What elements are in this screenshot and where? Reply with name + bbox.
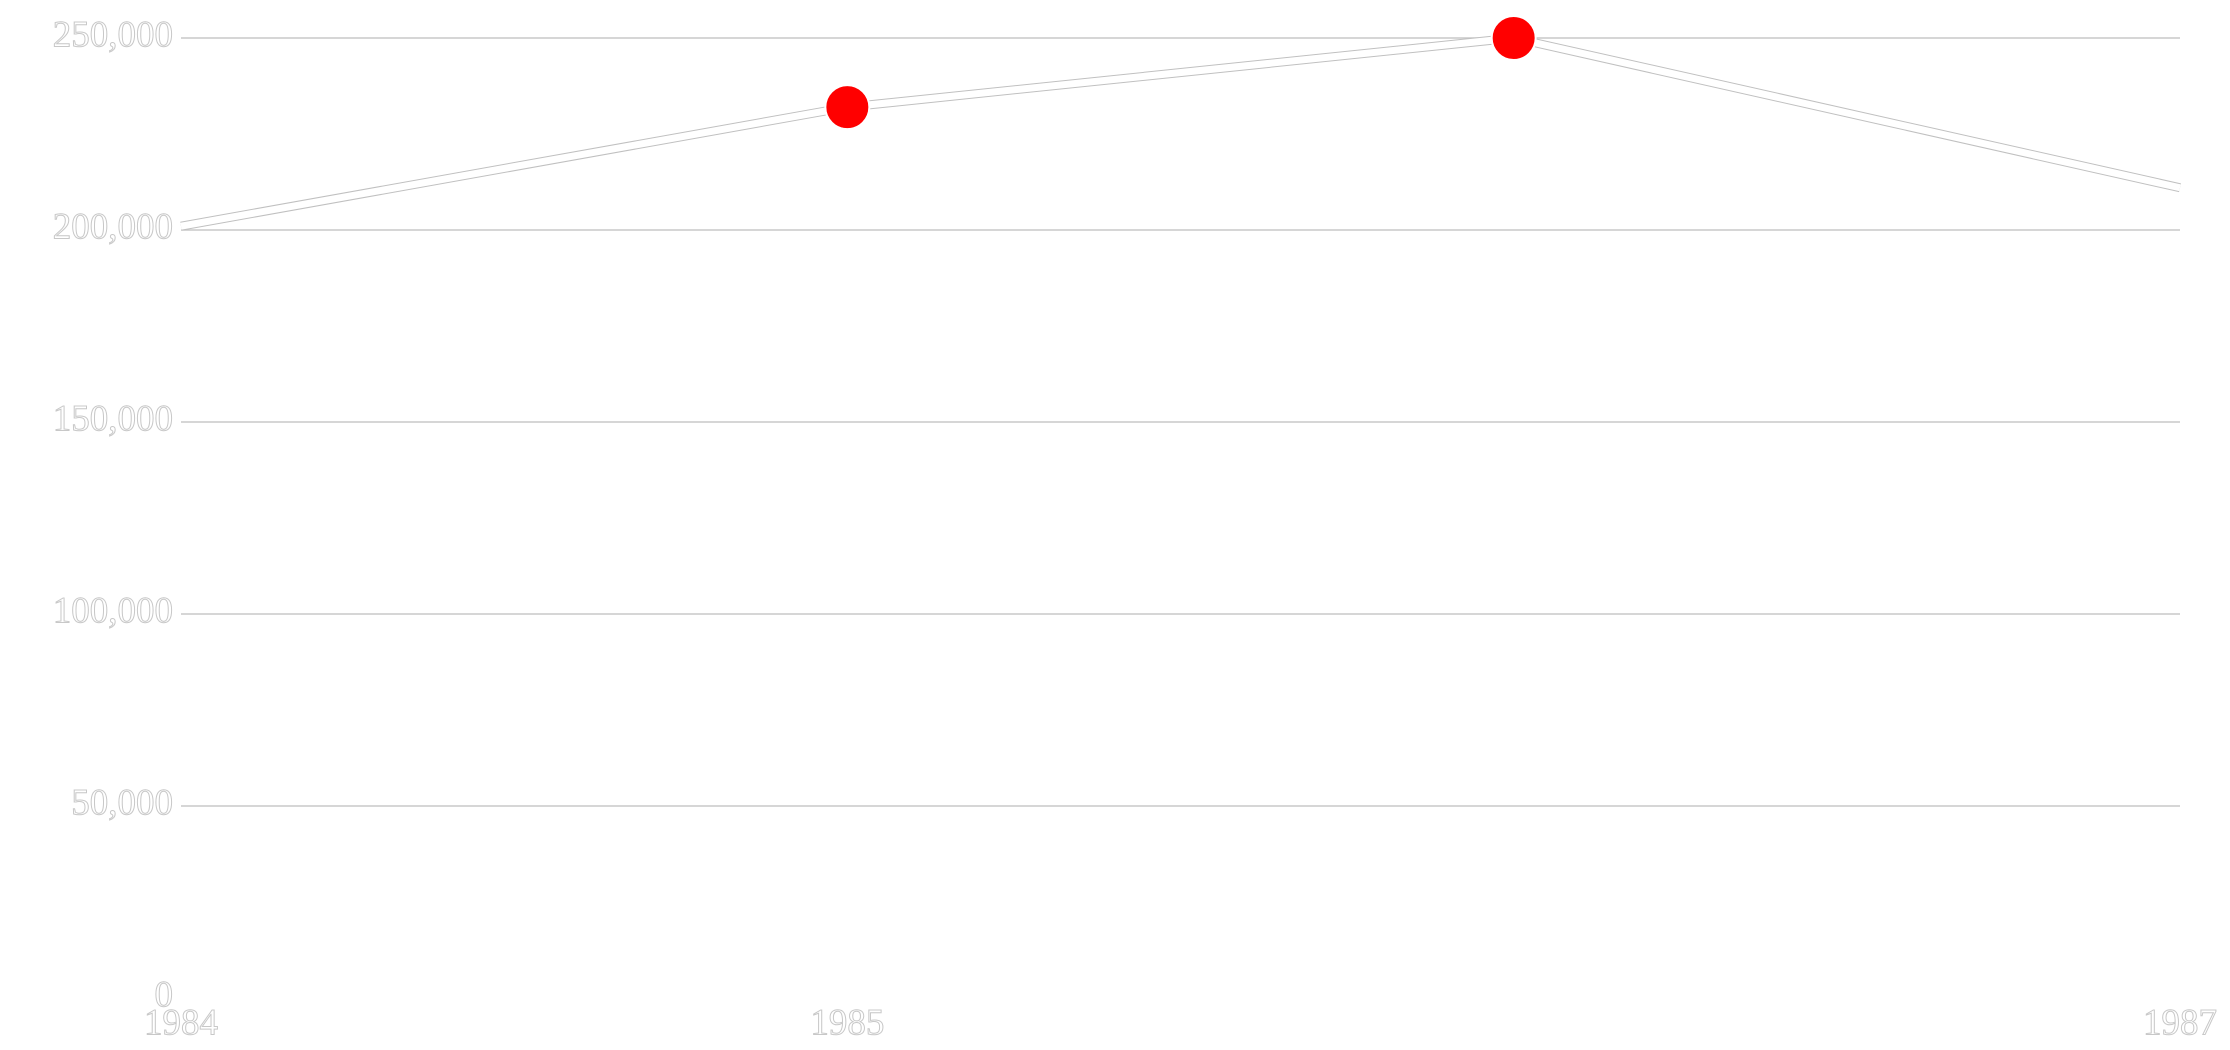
line-outline xyxy=(180,33,2181,231)
y-tick-label: 250,000 xyxy=(53,14,173,55)
x-tick-label: 1985 xyxy=(810,1002,884,1043)
y-tick-label: 150,000 xyxy=(53,398,173,439)
y-tick-label: 0 xyxy=(155,974,174,1015)
line xyxy=(180,34,2181,230)
y-tick-label: 200,000 xyxy=(53,206,173,247)
x-tick-label: 1984 xyxy=(144,1002,218,1043)
point xyxy=(824,84,871,131)
x-tick-label: 1987 xyxy=(2143,1002,2217,1043)
y-tick-label: 100,000 xyxy=(53,590,173,631)
point xyxy=(1490,15,1537,61)
y-tick-label: 50,000 xyxy=(71,782,173,823)
